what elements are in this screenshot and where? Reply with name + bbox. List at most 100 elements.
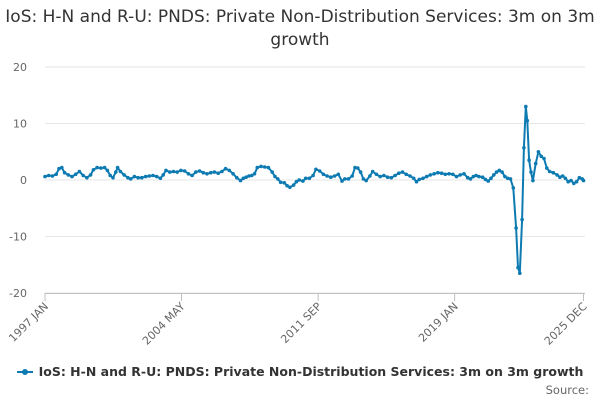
- data-point[interactable]: [161, 173, 165, 177]
- data-point[interactable]: [424, 174, 429, 179]
- data-point[interactable]: [581, 178, 586, 183]
- data-point[interactable]: [336, 172, 341, 177]
- data-point[interactable]: [332, 174, 337, 178]
- data-point[interactable]: [480, 175, 485, 179]
- data-point[interactable]: [66, 173, 71, 177]
- data-point[interactable]: [508, 177, 513, 181]
- data-point[interactable]: [307, 176, 312, 181]
- data-point[interactable]: [220, 169, 224, 174]
- data-point[interactable]: [171, 169, 176, 174]
- data-point[interactable]: [238, 178, 243, 183]
- data-point[interactable]: [329, 175, 333, 179]
- data-point[interactable]: [551, 170, 556, 175]
- data-point[interactable]: [132, 174, 137, 179]
- data-point[interactable]: [572, 181, 576, 186]
- data-point[interactable]: [158, 176, 163, 181]
- data-point[interactable]: [108, 173, 112, 178]
- data-point[interactable]: [505, 176, 510, 181]
- data-point[interactable]: [539, 154, 543, 159]
- data-point[interactable]: [574, 179, 579, 184]
- data-point[interactable]: [60, 165, 64, 170]
- data-point[interactable]: [57, 166, 61, 171]
- data-point[interactable]: [294, 179, 299, 184]
- data-point[interactable]: [492, 173, 496, 177]
- data-point[interactable]: [212, 170, 217, 174]
- data-point[interactable]: [266, 165, 271, 170]
- data-point[interactable]: [201, 170, 206, 175]
- data-point[interactable]: [454, 174, 459, 179]
- data-point[interactable]: [555, 173, 559, 177]
- data-point[interactable]: [102, 165, 107, 170]
- data-point[interactable]: [443, 172, 448, 177]
- data-point[interactable]: [321, 172, 326, 177]
- data-point[interactable]: [569, 178, 573, 183]
- data-point[interactable]: [278, 180, 283, 185]
- data-point[interactable]: [122, 173, 126, 177]
- data-point[interactable]: [311, 173, 315, 178]
- data-point[interactable]: [400, 170, 405, 174]
- data-point[interactable]: [432, 172, 437, 176]
- data-point[interactable]: [73, 172, 78, 177]
- data-point[interactable]: [88, 173, 93, 177]
- data-point[interactable]: [436, 170, 440, 175]
- data-point[interactable]: [340, 179, 344, 183]
- data-point[interactable]: [477, 174, 481, 179]
- data-point[interactable]: [393, 173, 397, 178]
- data-point[interactable]: [465, 175, 470, 180]
- data-point[interactable]: [414, 179, 419, 184]
- series-line-path[interactable]: [44, 105, 585, 275]
- data-point[interactable]: [353, 165, 357, 170]
- data-point[interactable]: [154, 174, 159, 179]
- data-point[interactable]: [301, 179, 305, 183]
- data-point[interactable]: [190, 173, 194, 178]
- data-point[interactable]: [270, 170, 275, 174]
- data-point[interactable]: [536, 150, 541, 154]
- data-point[interactable]: [527, 158, 531, 162]
- data-point[interactable]: [291, 183, 296, 187]
- data-point[interactable]: [494, 170, 499, 174]
- data-point[interactable]: [235, 175, 239, 180]
- data-point[interactable]: [566, 179, 570, 184]
- data-point[interactable]: [164, 168, 168, 173]
- data-point[interactable]: [208, 170, 213, 175]
- data-point[interactable]: [451, 172, 455, 177]
- data-point[interactable]: [282, 181, 287, 185]
- data-point[interactable]: [136, 175, 140, 180]
- data-point[interactable]: [111, 175, 115, 180]
- data-point[interactable]: [514, 226, 518, 230]
- data-point[interactable]: [447, 172, 451, 176]
- data-point[interactable]: [118, 169, 123, 174]
- data-point[interactable]: [389, 175, 394, 180]
- data-point[interactable]: [303, 176, 308, 181]
- data-point[interactable]: [244, 175, 248, 179]
- source-label[interactable]: Source:: [545, 383, 589, 397]
- data-point[interactable]: [182, 169, 187, 173]
- data-point[interactable]: [531, 178, 535, 183]
- data-point[interactable]: [50, 174, 55, 178]
- data-point[interactable]: [241, 176, 246, 181]
- data-point[interactable]: [385, 175, 390, 179]
- data-point[interactable]: [43, 174, 47, 179]
- data-point[interactable]: [285, 183, 289, 188]
- data-point[interactable]: [525, 118, 530, 123]
- data-point[interactable]: [486, 179, 491, 183]
- data-point[interactable]: [346, 177, 351, 181]
- data-point[interactable]: [168, 170, 172, 174]
- data-point[interactable]: [179, 168, 183, 173]
- data-point[interactable]: [364, 178, 369, 183]
- data-point[interactable]: [458, 173, 463, 177]
- data-point[interactable]: [85, 175, 89, 180]
- data-point[interactable]: [516, 265, 520, 270]
- data-point[interactable]: [520, 217, 524, 222]
- data-point[interactable]: [382, 173, 386, 178]
- data-point[interactable]: [468, 177, 473, 181]
- data-point[interactable]: [524, 104, 528, 109]
- data-point[interactable]: [522, 146, 526, 150]
- data-point[interactable]: [140, 175, 144, 180]
- data-point[interactable]: [533, 161, 538, 166]
- data-point[interactable]: [545, 166, 549, 170]
- data-point[interactable]: [343, 177, 347, 181]
- data-point[interactable]: [428, 173, 433, 177]
- data-point[interactable]: [247, 174, 251, 178]
- data-point[interactable]: [128, 177, 133, 181]
